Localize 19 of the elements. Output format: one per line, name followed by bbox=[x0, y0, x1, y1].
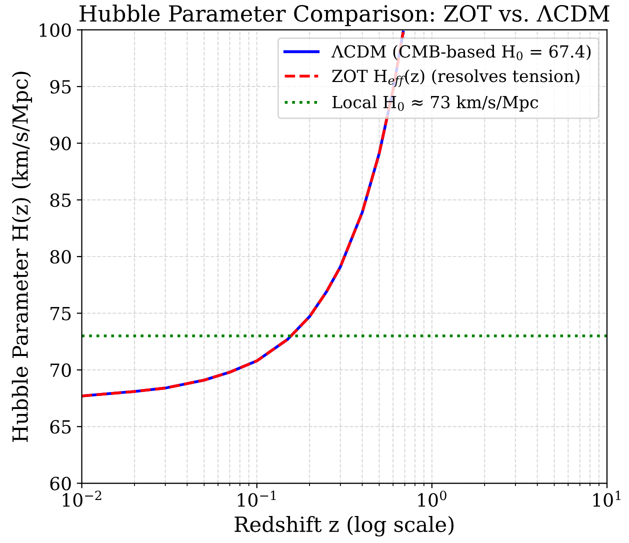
y-axis-title: Hubble Parameter H(z) (km/s/Mpc) bbox=[12, 72, 32, 442]
y-tick-label: 60 bbox=[50, 476, 71, 490]
y-tick-label: 65 bbox=[50, 420, 71, 434]
legend-label: Local H$_{0}$ ≈ 73 km/s/Mpc bbox=[332, 95, 538, 112]
y-tick-label: 90 bbox=[50, 136, 71, 150]
legend-label: ZOT H$_{eff}$(z) (resolves tension) bbox=[332, 69, 580, 88]
x-tick-label: 10$^{−2}$ bbox=[62, 490, 102, 507]
y-tick-label: 75 bbox=[50, 306, 71, 320]
x-tick-label: 10$^{−1}$ bbox=[238, 490, 276, 507]
legend-label: ΛCDM (CMB-based H$_{0}$ = 67.4) bbox=[331, 44, 591, 60]
y-tick-label: 80 bbox=[50, 250, 71, 264]
x-tick-label: 10$^{1}$ bbox=[593, 490, 620, 507]
y-tick-label: 100 bbox=[40, 23, 71, 37]
y-tick-label: 85 bbox=[50, 193, 71, 208]
x-tick-label: 10$^{0}$ bbox=[418, 490, 446, 507]
x-axis-title: Redshift z (log scale) bbox=[234, 516, 454, 536]
y-tick-label: 70 bbox=[50, 363, 71, 378]
chart-title: Hubble Parameter Comparison: ZOT vs. ΛCDM bbox=[80, 4, 610, 26]
y-tick-label: 95 bbox=[50, 80, 71, 94]
